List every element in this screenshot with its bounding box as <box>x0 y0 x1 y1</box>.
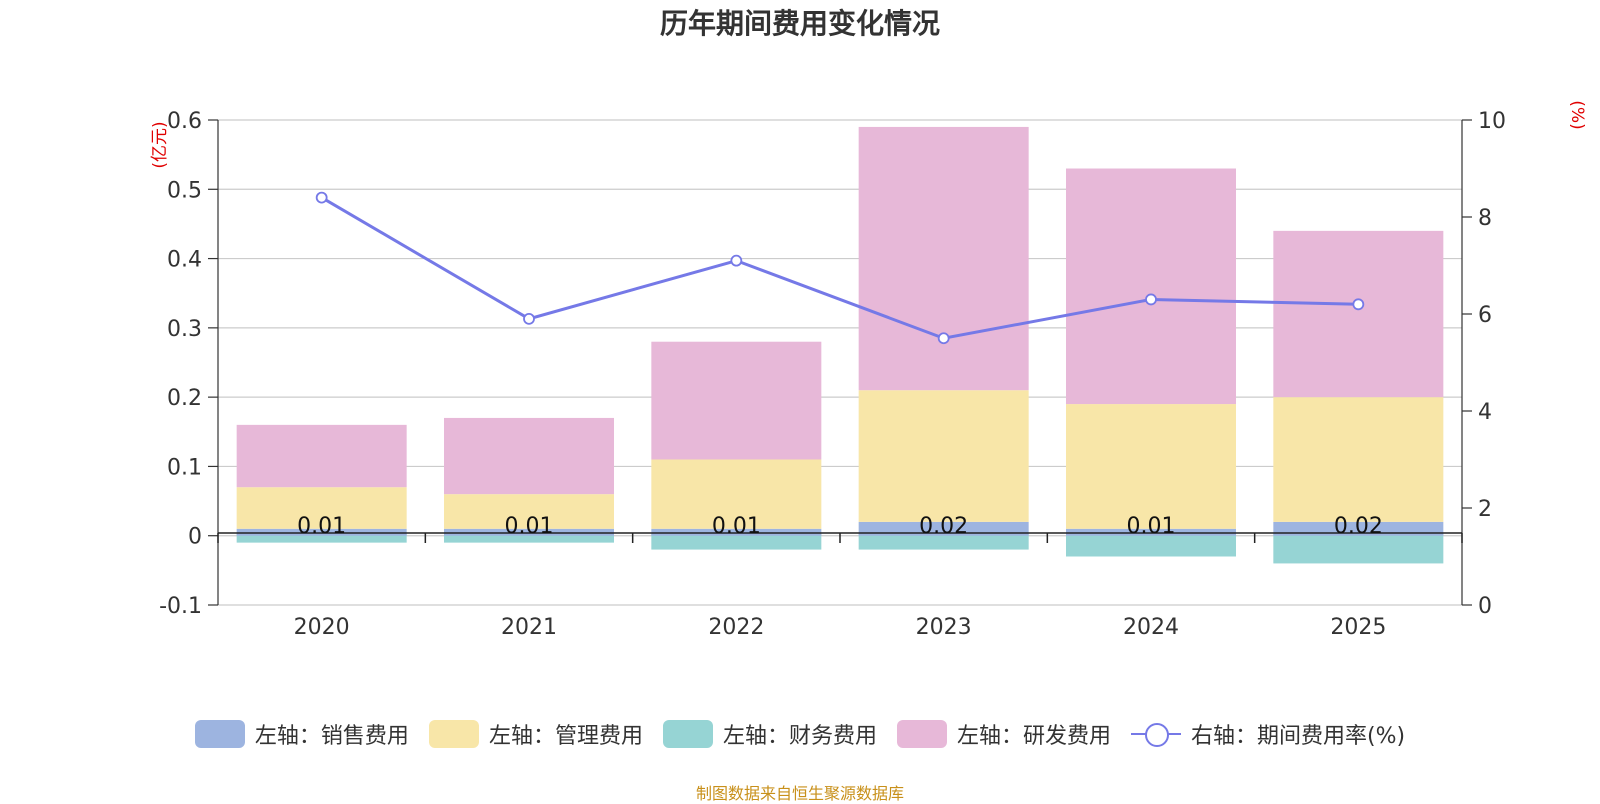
bar-data-label: 0.02 <box>919 514 968 539</box>
left-axis-tick-label: 0.2 <box>167 386 202 411</box>
left-axis-tick-label: 0 <box>188 525 202 550</box>
chart-title: 历年期间费用变化情况 <box>659 7 940 40</box>
legend-item-expense-rate[interactable]: 右轴：期间费用率(%) <box>1130 718 1406 750</box>
bar-finance <box>444 533 614 543</box>
legend-item-sales[interactable]: 左轴：销售费用 <box>194 718 409 750</box>
left-axis-tick-label: 0.5 <box>167 178 202 203</box>
legend-label-finance: 左轴：财务费用 <box>722 724 877 749</box>
bar-rnd <box>651 341 822 460</box>
bar-finance <box>651 533 822 550</box>
left-axis-tick-label: 0.1 <box>167 455 202 480</box>
right-axis-tick-label: 6 <box>1478 303 1492 328</box>
bar-finance <box>1066 533 1236 557</box>
bar-rnd <box>858 126 1029 391</box>
left-axis-tick-label: 0.4 <box>167 248 202 273</box>
bar-finance <box>1273 533 1444 564</box>
left-axis-unit: (亿元) <box>150 121 170 168</box>
right-axis-tick-label: 10 <box>1478 109 1506 134</box>
legend: 左轴：销售费用 左轴：管理费用 左轴：财务费用 左轴：研发费用 右轴：期间费用率… <box>0 718 1600 750</box>
bar-data-label: 0.01 <box>1127 514 1176 539</box>
left-axis-tick-label: 0.6 <box>167 109 202 134</box>
left-axis-tick-label: 0.3 <box>167 317 202 342</box>
bar-admin <box>858 390 1029 522</box>
x-axis-tick-label: 2024 <box>1123 615 1179 640</box>
bar-data-label: 0.01 <box>297 514 346 539</box>
legend-item-admin[interactable]: 左轴：管理费用 <box>428 718 643 750</box>
right-axis-tick-label: 0 <box>1478 594 1492 619</box>
legend-swatch-finance <box>662 720 713 748</box>
legend-swatch-rnd <box>896 720 947 748</box>
right-axis-unit: (%) <box>1567 100 1587 129</box>
legend-label-expense-rate: 右轴：期间费用率(%) <box>1190 724 1406 749</box>
expense-rate-point <box>937 332 950 345</box>
expense-rate-point <box>730 254 743 267</box>
bar-rnd <box>236 424 407 488</box>
bar-data-label: 0.01 <box>505 514 554 539</box>
bar-data-label: 0.01 <box>712 514 761 539</box>
bar-admin <box>444 494 614 529</box>
right-axis-tick-label: 8 <box>1478 206 1492 231</box>
x-axis-tick-label: 2021 <box>501 615 557 640</box>
legend-label-sales: 左轴：销售费用 <box>254 724 409 749</box>
source-note: 制图数据来自恒生聚源数据库 <box>695 784 904 803</box>
bar-finance <box>236 533 407 543</box>
legend-label-admin: 左轴：管理费用 <box>488 724 643 749</box>
expense-rate-point <box>1145 293 1157 306</box>
legend-label-rnd: 左轴：研发费用 <box>956 724 1111 749</box>
x-axis-tick-label: 2020 <box>294 615 350 640</box>
bar-admin <box>236 487 407 529</box>
expense-rate-point <box>523 312 535 325</box>
bar-rnd <box>444 417 614 495</box>
bar-data-label: 0.02 <box>1334 514 1383 539</box>
x-axis-tick-label: 2022 <box>708 615 764 640</box>
legend-swatch-expense-rate <box>1130 720 1181 748</box>
legend-swatch-sales <box>194 720 245 748</box>
expense-rate-point <box>315 191 328 204</box>
bar-sales <box>1273 521 1444 536</box>
bar-finance <box>858 533 1029 550</box>
expense-rate-line <box>320 196 1359 340</box>
legend-item-finance[interactable]: 左轴：财务费用 <box>662 718 877 750</box>
left-axis-tick-label: -0.1 <box>159 594 202 619</box>
legend-swatch-admin <box>428 720 479 748</box>
bar-admin <box>1066 404 1236 529</box>
legend-item-rnd[interactable]: 左轴：研发费用 <box>896 718 1111 750</box>
expense-rate-point <box>1352 298 1365 311</box>
x-axis-tick-label: 2025 <box>1330 615 1386 640</box>
bar-rnd <box>1273 230 1444 398</box>
bar-sales <box>858 521 1029 536</box>
x-axis-tick-label: 2023 <box>916 615 972 640</box>
right-axis-tick-label: 4 <box>1478 400 1492 425</box>
bar-rnd <box>1066 168 1236 405</box>
bar-admin <box>1273 397 1444 522</box>
right-axis-tick-label: 2 <box>1478 497 1492 522</box>
bar-admin <box>651 459 822 529</box>
